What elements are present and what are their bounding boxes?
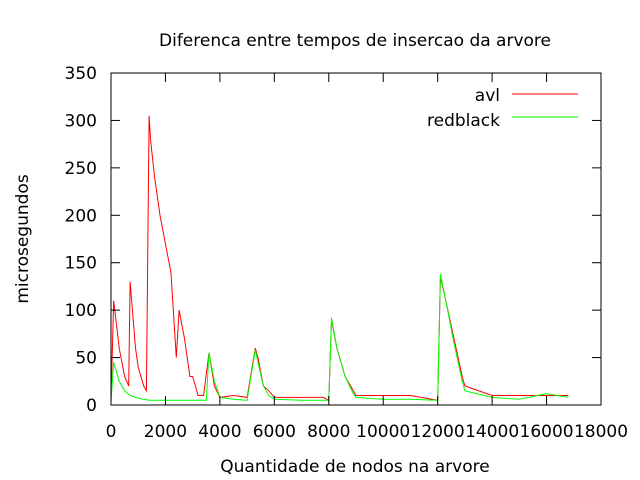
y-tick-label: 250: [65, 159, 97, 179]
y-tick-label: 300: [65, 111, 97, 131]
x-tick-label: 16000: [520, 422, 574, 442]
x-tick-label: 4000: [198, 422, 241, 442]
y-axis-label: microsegundos: [13, 174, 33, 303]
y-tick-label: 50: [75, 349, 97, 369]
x-tick-label: 6000: [253, 422, 296, 442]
x-tick-label: 12000: [411, 422, 465, 442]
x-axis-label: Quantidade de nodos na arvore: [220, 457, 489, 477]
legend-label-redblack: redblack: [427, 111, 500, 131]
y-tick-label: 200: [65, 206, 97, 226]
x-tick-label: 0: [106, 422, 117, 442]
x-tick-label: 10000: [356, 422, 410, 442]
y-tick-label: 350: [65, 64, 97, 84]
y-axis-ticks: 0 50 100 150 200 250 300 350: [65, 64, 601, 416]
x-tick-label: 8000: [307, 422, 350, 442]
x-tick-label: 2000: [144, 422, 187, 442]
legend: avl redblack: [427, 86, 578, 131]
y-tick-label: 100: [65, 301, 97, 321]
y-tick-label: 0: [86, 396, 97, 416]
legend-label-avl: avl: [475, 86, 500, 106]
plot-frame: [110, 72, 602, 406]
chart-title: Diferenca entre tempos de insercao da ar…: [159, 31, 551, 51]
series-line-redblack: [110, 274, 569, 403]
x-tick-label: 14000: [465, 422, 519, 442]
plot-area: [110, 115, 569, 403]
x-axis-ticks: 0 2000 4000 6000 8000 10000 12000 14000 16000 180…: [106, 73, 628, 442]
y-tick-label: 150: [65, 254, 97, 274]
x-tick-label: 18000: [574, 422, 628, 442]
